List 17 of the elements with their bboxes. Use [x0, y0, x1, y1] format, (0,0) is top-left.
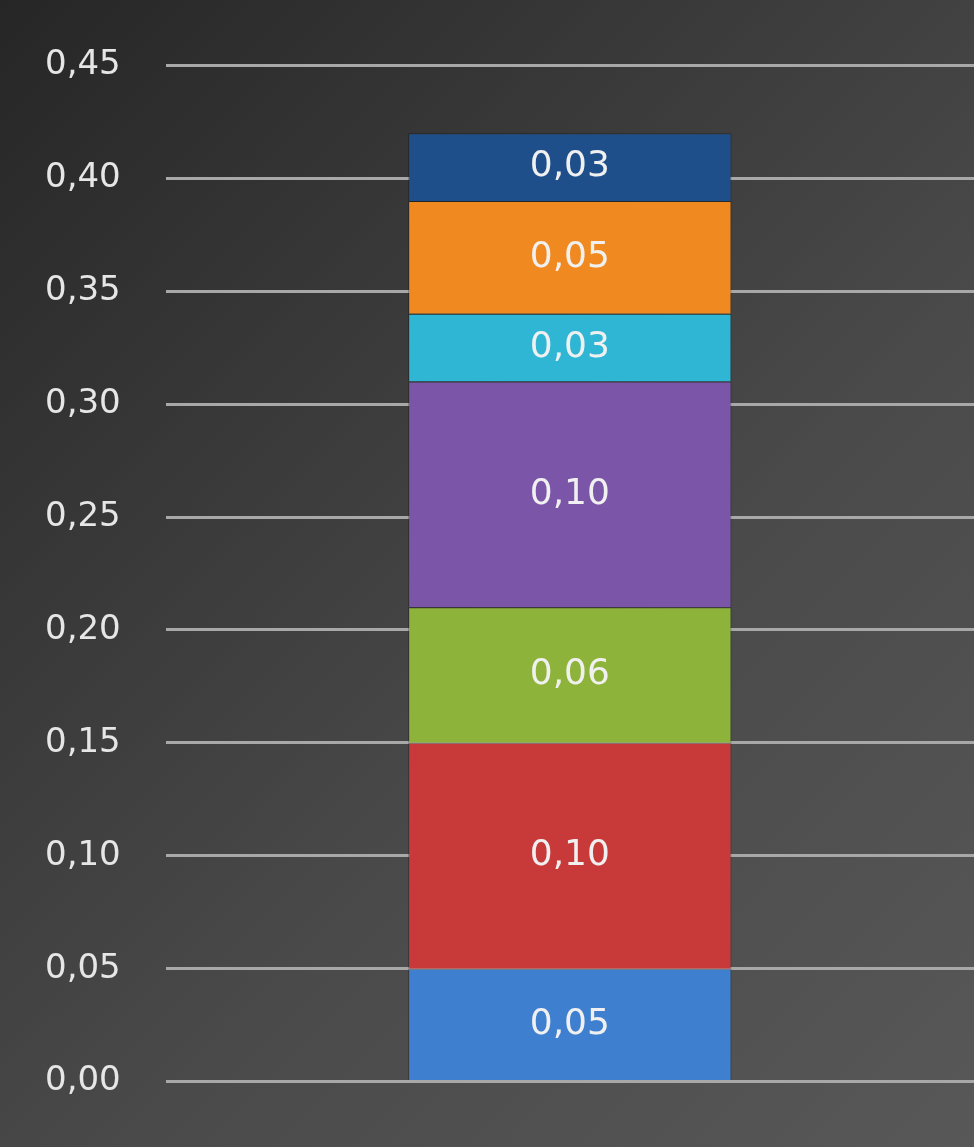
data-label: 0,05: [529, 233, 610, 275]
y-tick-label: 0,15: [45, 719, 121, 760]
y-tick-label: 0,00: [45, 1058, 121, 1099]
data-label: 0,10: [529, 832, 610, 874]
data-label: 0,05: [529, 1000, 610, 1042]
y-tick-label: 0,10: [45, 832, 121, 873]
data-label: 0,10: [529, 470, 610, 512]
y-tick-label: 0,05: [45, 945, 121, 986]
y-tick-label: 0,30: [45, 380, 121, 421]
data-label: 0,03: [529, 324, 610, 366]
y-tick-label: 0,35: [45, 268, 121, 309]
y-tick-label: 0,45: [45, 42, 121, 83]
y-tick-label: 0,20: [45, 606, 121, 647]
data-label: 0,06: [529, 651, 610, 693]
data-label: 0,03: [529, 143, 610, 185]
y-tick-label: 0,25: [45, 493, 121, 534]
y-tick-label: 0,40: [45, 155, 121, 196]
